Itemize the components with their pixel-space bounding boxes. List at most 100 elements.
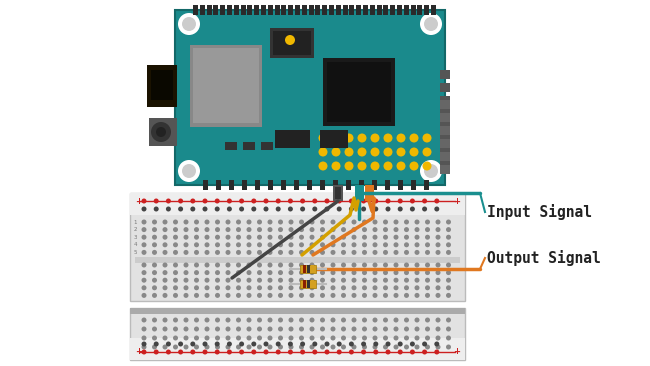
- Circle shape: [257, 220, 262, 224]
- Bar: [175, 10, 445, 185]
- Circle shape: [268, 317, 272, 322]
- Circle shape: [268, 336, 272, 340]
- Circle shape: [309, 227, 315, 232]
- Circle shape: [183, 262, 188, 268]
- Circle shape: [425, 278, 430, 283]
- Circle shape: [422, 147, 432, 157]
- Bar: [359, 180, 364, 190]
- Circle shape: [299, 285, 304, 290]
- Circle shape: [182, 17, 196, 31]
- Bar: [149, 118, 177, 146]
- Circle shape: [352, 220, 356, 224]
- Circle shape: [415, 326, 419, 332]
- Circle shape: [162, 326, 168, 332]
- Circle shape: [246, 344, 252, 350]
- Circle shape: [162, 293, 168, 298]
- Circle shape: [332, 147, 341, 157]
- Circle shape: [383, 336, 388, 340]
- Bar: [275, 130, 310, 148]
- Circle shape: [278, 326, 283, 332]
- Circle shape: [330, 235, 335, 240]
- Circle shape: [226, 278, 231, 283]
- Circle shape: [446, 336, 451, 340]
- Circle shape: [330, 270, 335, 275]
- Circle shape: [362, 344, 367, 350]
- Circle shape: [142, 227, 146, 232]
- Circle shape: [142, 250, 146, 255]
- Bar: [440, 139, 450, 148]
- Bar: [303, 265, 306, 273]
- Circle shape: [299, 317, 304, 322]
- Circle shape: [236, 293, 241, 298]
- Circle shape: [330, 293, 335, 298]
- Circle shape: [156, 127, 166, 137]
- Circle shape: [398, 350, 403, 355]
- Bar: [322, 5, 327, 15]
- Circle shape: [404, 242, 409, 247]
- Circle shape: [239, 341, 244, 347]
- Circle shape: [173, 344, 178, 350]
- Circle shape: [278, 220, 283, 224]
- Circle shape: [226, 270, 231, 275]
- Circle shape: [205, 220, 209, 224]
- Bar: [307, 265, 310, 273]
- Circle shape: [324, 341, 330, 347]
- Circle shape: [352, 344, 356, 350]
- Circle shape: [362, 326, 367, 332]
- Circle shape: [203, 198, 207, 203]
- Circle shape: [142, 198, 146, 203]
- Circle shape: [142, 326, 146, 332]
- Circle shape: [194, 262, 199, 268]
- Circle shape: [393, 242, 398, 247]
- Circle shape: [215, 227, 220, 232]
- Circle shape: [236, 278, 241, 283]
- Bar: [254, 5, 259, 15]
- Circle shape: [320, 293, 325, 298]
- Bar: [404, 5, 409, 15]
- Bar: [424, 5, 429, 15]
- Circle shape: [425, 262, 430, 268]
- Circle shape: [236, 227, 241, 232]
- Circle shape: [252, 206, 256, 212]
- Circle shape: [398, 341, 403, 347]
- Circle shape: [239, 206, 244, 212]
- Circle shape: [278, 235, 283, 240]
- Circle shape: [446, 262, 451, 268]
- Circle shape: [215, 242, 220, 247]
- Circle shape: [330, 262, 335, 268]
- Circle shape: [142, 270, 146, 275]
- Circle shape: [422, 206, 427, 212]
- Circle shape: [425, 336, 430, 340]
- Circle shape: [415, 293, 419, 298]
- Bar: [336, 5, 341, 15]
- Circle shape: [263, 350, 268, 355]
- Circle shape: [383, 242, 388, 247]
- Circle shape: [215, 235, 220, 240]
- Circle shape: [173, 235, 178, 240]
- Circle shape: [309, 235, 315, 240]
- Circle shape: [372, 344, 378, 350]
- Circle shape: [205, 285, 209, 290]
- Circle shape: [236, 344, 241, 350]
- Circle shape: [330, 326, 335, 332]
- Circle shape: [178, 350, 183, 355]
- Bar: [151, 70, 173, 100]
- Circle shape: [226, 250, 231, 255]
- Circle shape: [194, 317, 199, 322]
- Circle shape: [203, 341, 207, 347]
- Circle shape: [434, 198, 439, 203]
- Circle shape: [330, 278, 335, 283]
- Circle shape: [299, 262, 304, 268]
- Circle shape: [166, 198, 171, 203]
- Circle shape: [299, 242, 304, 247]
- Bar: [203, 180, 208, 190]
- Circle shape: [268, 262, 272, 268]
- Circle shape: [257, 227, 262, 232]
- Circle shape: [257, 344, 262, 350]
- Bar: [356, 5, 361, 15]
- Circle shape: [436, 336, 441, 340]
- Circle shape: [289, 262, 294, 268]
- Circle shape: [373, 206, 378, 212]
- Circle shape: [341, 293, 346, 298]
- Circle shape: [352, 285, 356, 290]
